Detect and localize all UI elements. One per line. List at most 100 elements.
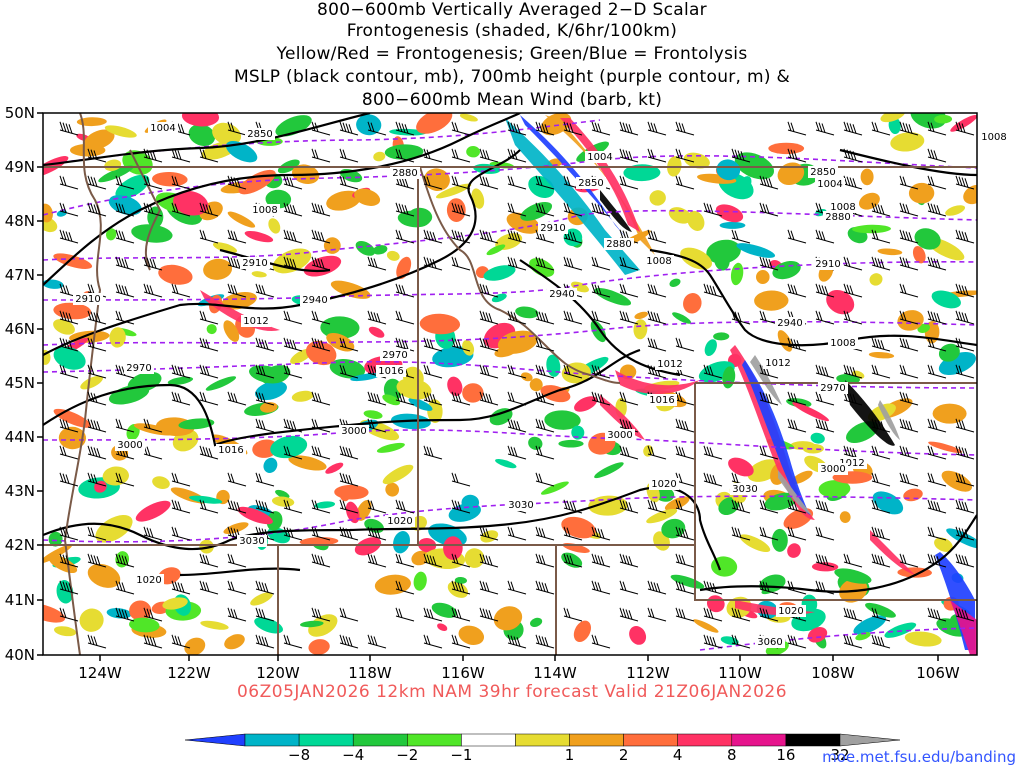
wind-barb [87,445,107,460]
wind-barb [535,364,555,379]
wind-barb [479,526,499,541]
wind-barb [423,337,443,352]
frontogenesis-band [600,395,645,440]
height-label: 2850 [578,178,603,189]
wind-barb [199,391,219,406]
wind-barb [395,310,415,325]
mslp-label: 1012 [243,316,268,327]
wind-barb [871,256,891,271]
shade-blob [53,319,75,335]
wind-barb [535,526,555,541]
wind-barb [899,310,919,325]
shade-blob [544,410,581,430]
shade-blob [466,145,480,158]
frontogenesis-band [742,360,810,515]
mslp-label: 1008 [252,205,277,216]
wind-barb [227,553,247,568]
shade-blob [393,531,410,554]
height-label-bg [245,128,275,140]
credit-link[interactable]: moe.met.fsu.edu/banding [822,748,1016,766]
wind-barb [955,445,975,460]
shade-blob [244,230,274,243]
colorbar-segment [515,733,570,747]
wind-barb [535,553,555,568]
wind-barb [899,418,919,433]
wind-barb [311,526,331,541]
mslp-label-bg [148,122,178,134]
shade-blob [251,271,267,278]
wind-barb [451,472,471,487]
wind-barb [535,445,555,460]
shade-blob [330,280,371,299]
wind-barb [899,175,919,190]
wind-barb [899,229,919,244]
wind-barb [283,229,303,244]
wind-barb [451,121,471,136]
height-label: 2850 [810,167,835,178]
wind-barb [647,445,667,460]
wind-barb [171,391,191,406]
shade-blob [520,372,533,382]
shade-blob [594,462,624,479]
wind-barb [675,418,695,433]
shade-blob [53,302,92,320]
wind-barb [787,283,807,298]
wind-barb [843,121,863,136]
wind-barb [731,310,751,325]
wind-barb [955,229,975,244]
wind-barb [255,283,275,298]
shade-blob [530,617,543,628]
wind-barb [311,607,331,622]
wind-barb [367,499,387,514]
shade-blob [105,228,117,241]
wind-barb [115,418,135,433]
wind-barb [171,283,191,298]
wind-barb [283,256,303,271]
wind-barb [115,472,135,487]
shade-blob [768,142,805,155]
wind-barb [507,202,527,217]
wind-barb [451,607,471,622]
shade-blob [458,625,485,645]
wind-barb [255,364,275,379]
mslp-label: 1016 [378,366,403,377]
shade-blob [834,568,872,584]
shade-blob [713,332,730,341]
mslp-label-bg [647,394,677,406]
wind-barb [143,175,163,190]
shade-blob [764,492,798,511]
wind-barb [255,607,275,622]
wind-barb [591,580,611,595]
wind-barb [815,364,835,379]
shade-blob [188,124,216,147]
wind-barb [815,526,835,541]
height-label: 2910 [242,258,267,269]
height-label-bg [538,222,568,234]
wind-barb [787,121,807,136]
shade-blob [649,190,666,206]
shade-blob [529,258,555,277]
height-label-bg [755,636,785,648]
shade-blob [437,623,448,632]
wind-barb [423,391,443,406]
wind-barb [395,121,415,136]
mslp-contour [219,248,331,272]
mslp-label: 1004 [587,152,612,163]
wind-barb [367,256,387,271]
frontogenesis-band [878,400,900,440]
mslp-label-bg [655,358,685,370]
wind-barb [843,364,863,379]
wind-barb [619,553,639,568]
shade-blob [932,403,967,424]
shade-blob [355,240,376,256]
shade-blob [129,600,152,621]
wind-barb [843,634,863,649]
wind-barb [815,310,835,325]
wind-barb [759,580,779,595]
wind-barb [311,391,331,406]
wind-barb [367,418,387,433]
wind-barb [591,202,611,217]
wind-barb [535,472,555,487]
wind-barb [927,256,947,271]
height-label-bg [818,382,848,394]
